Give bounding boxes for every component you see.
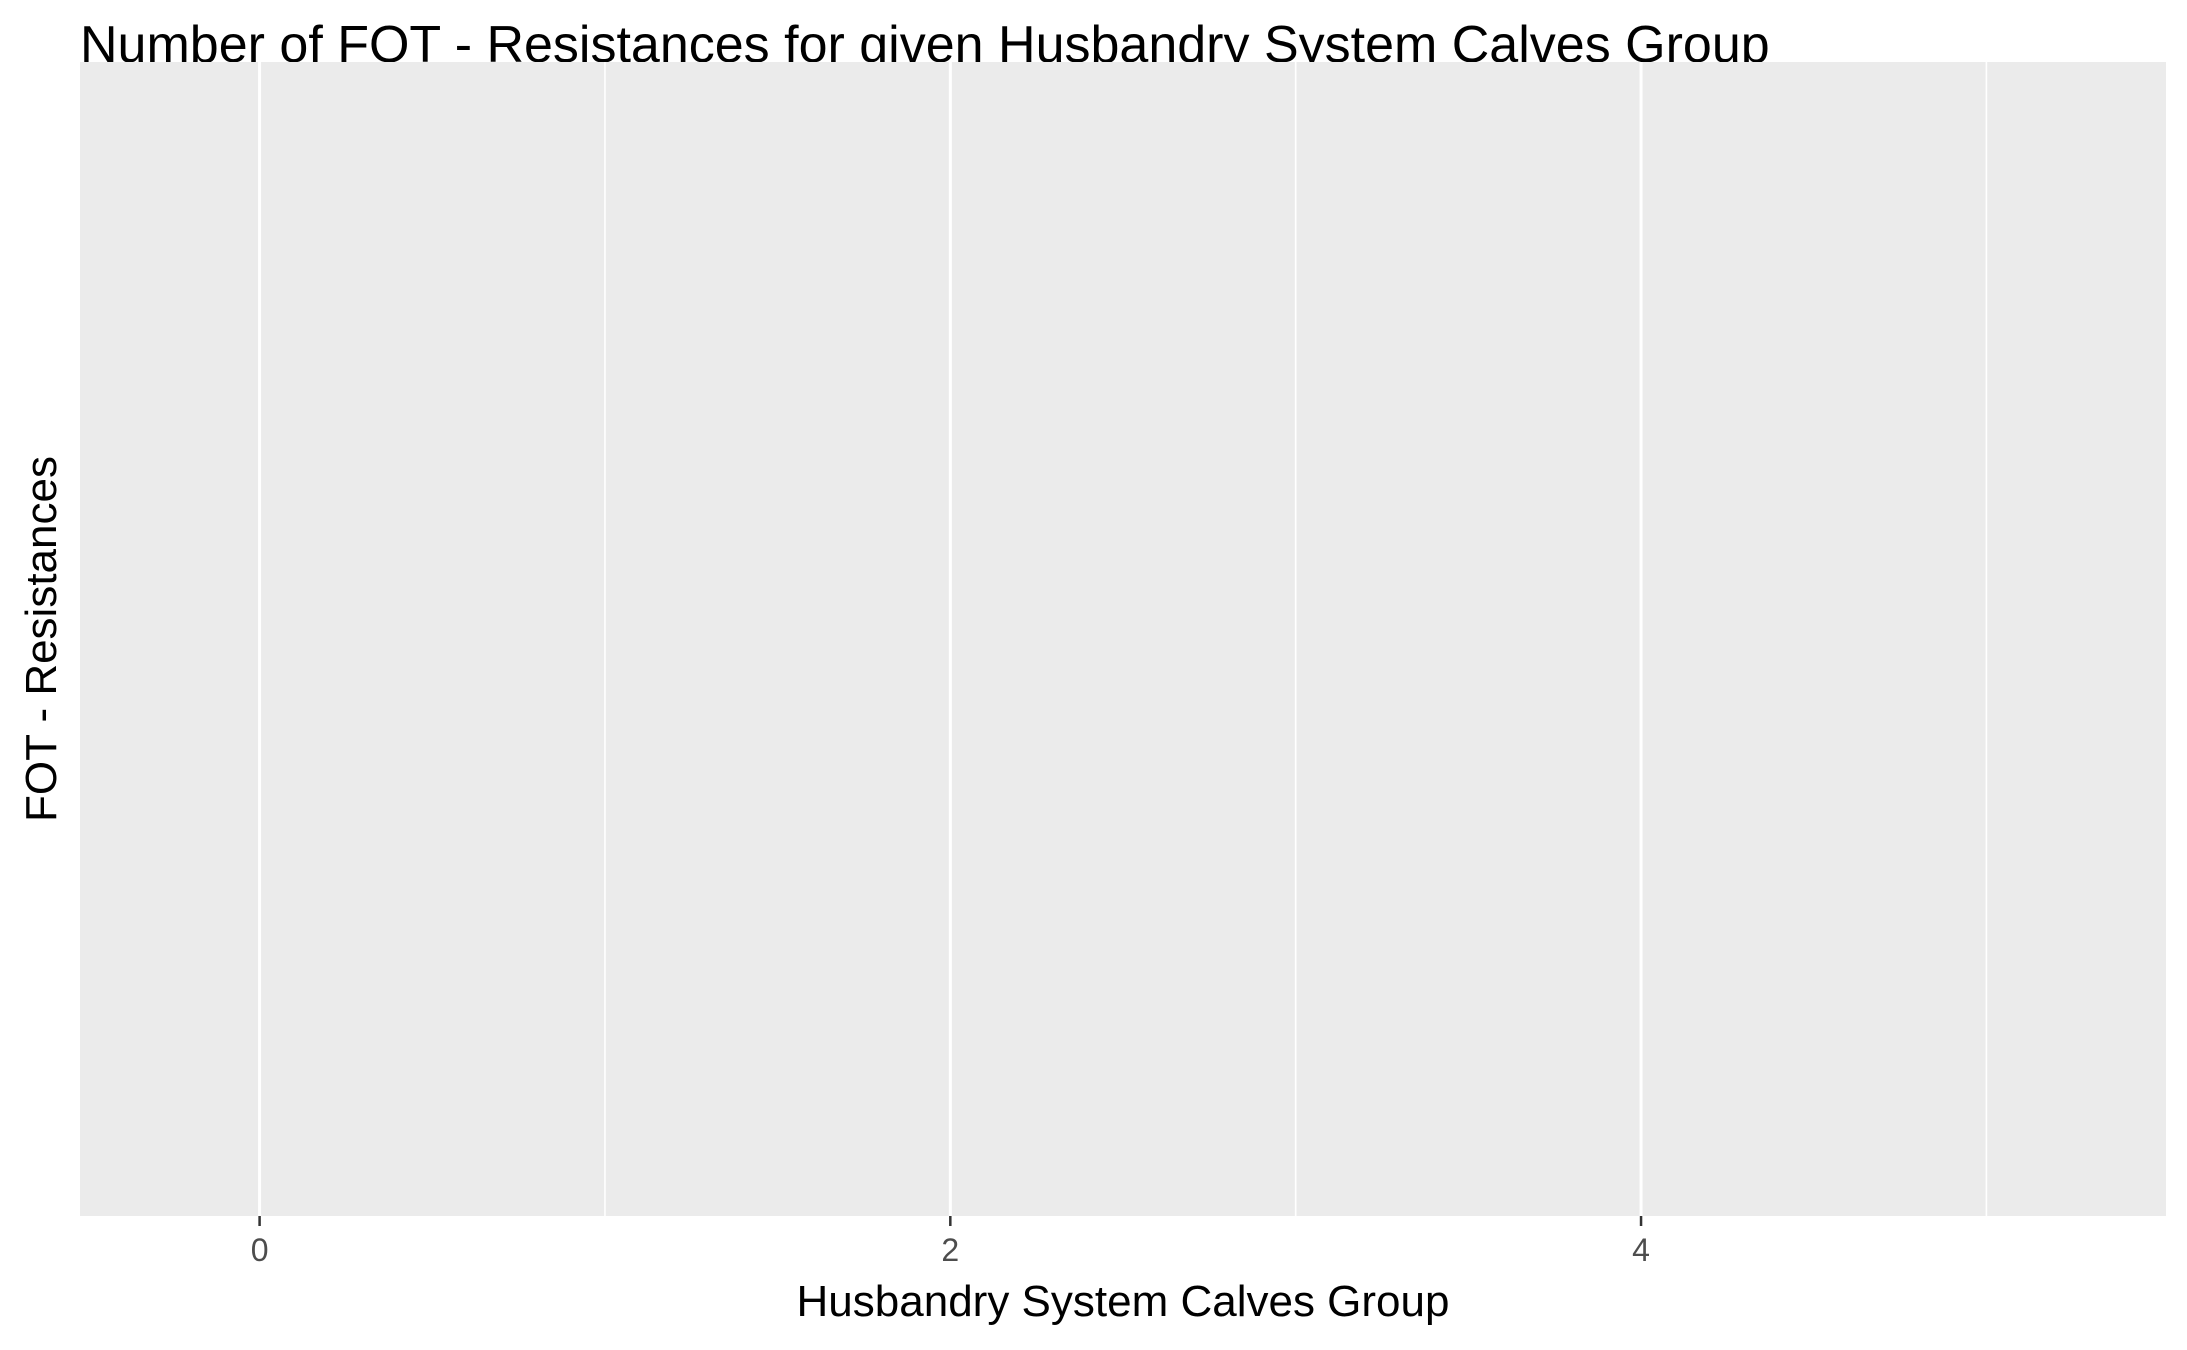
x-tick-label: 4 [1632,1232,1650,1268]
minor-gridlines [604,62,1988,1216]
plot-panel [80,62,2166,1216]
y-axis-title: FOT - Resistances [17,456,66,822]
x-tick-label: 0 [251,1232,269,1268]
x-axis-tick-labels: 0 2 4 [251,1232,1650,1268]
x-axis-ticks [258,1216,1643,1226]
major-gridlines [258,62,1643,1216]
x-tick-label: 2 [941,1232,959,1268]
x-axis-title: Husbandry System Calves Group [797,1277,1450,1326]
